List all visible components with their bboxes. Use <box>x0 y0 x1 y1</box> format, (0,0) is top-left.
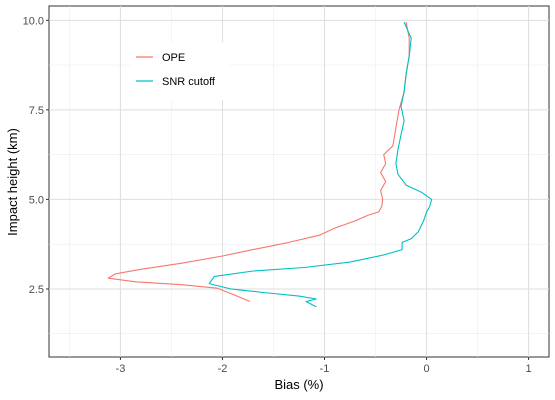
legend: OPE SNR cutoff <box>130 42 230 100</box>
x-tick-label: -1 <box>320 363 330 375</box>
y-axis-title: Impact height (km) <box>5 128 20 236</box>
legend-background <box>130 42 230 100</box>
y-tick-label: 5.0 <box>29 194 44 206</box>
x-axis-ticks: -3 -2 -1 0 1 <box>116 357 532 375</box>
x-tick-label: -2 <box>218 363 228 375</box>
plot-panel <box>48 5 550 358</box>
series-line-snr-cutoff <box>208 21 433 308</box>
x-tick-label: 1 <box>526 363 532 375</box>
x-axis-title: Bias (%) <box>274 377 323 392</box>
x-tick-label: 0 <box>423 363 429 375</box>
series-line-ope <box>107 21 410 303</box>
y-tick-label: 2.5 <box>29 284 44 296</box>
y-tick-label: 10.0 <box>23 15 44 27</box>
y-tick-label: 7.5 <box>29 105 44 117</box>
x-tick-label: -3 <box>116 363 126 375</box>
y-axis-ticks: 2.5 5.0 7.5 10.0 <box>23 15 49 296</box>
series-lines <box>107 21 433 308</box>
legend-label-ope: OPE <box>162 52 185 64</box>
legend-label-snr-cutoff: SNR cutoff <box>162 76 216 88</box>
